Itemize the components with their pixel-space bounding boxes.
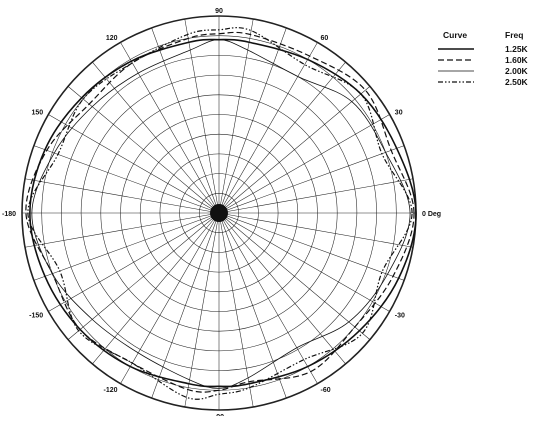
grid-spoke: [218, 178, 414, 214]
angle-label: 150: [32, 110, 44, 117]
angle-label: 30: [395, 110, 403, 117]
grid-spoke: [218, 212, 318, 384]
grid-spoke: [218, 86, 371, 214]
center-hub: [210, 204, 228, 222]
angle-label: -150: [29, 313, 43, 320]
angle-label: 120: [106, 35, 118, 42]
angle-label: -120: [103, 387, 117, 394]
polar-curves: [25, 27, 417, 400]
grid-spoke: [218, 114, 390, 214]
grid-spoke: [120, 212, 220, 384]
legend-header-curve: Curve: [443, 30, 467, 40]
grid-spoke: [218, 27, 287, 214]
grid-spoke: [67, 86, 220, 214]
angle-label: -60: [321, 387, 331, 394]
grid-spoke: [218, 212, 287, 399]
grid-spoke: [24, 178, 220, 214]
legend-label-2: 1.60K: [505, 55, 529, 65]
legend-label-1: 1.25K: [505, 44, 529, 54]
grid-spoke: [24, 212, 220, 248]
series-curve-4: [27, 27, 413, 400]
angle-label: -30: [395, 313, 405, 320]
grid-spoke: [184, 18, 220, 214]
grid-spoke: [67, 212, 220, 340]
grid-spoke: [218, 145, 405, 214]
series-curve-1: [29, 38, 417, 388]
grid-spoke: [48, 114, 220, 214]
grid-spoke: [218, 212, 390, 312]
grid-spoke: [218, 42, 318, 214]
angle-label: 90: [215, 8, 223, 15]
grid-spoke: [48, 212, 220, 312]
grid-spoke: [218, 212, 405, 281]
grid-spoke: [218, 212, 371, 340]
grid-spoke: [33, 145, 220, 214]
grid-spoke: [218, 212, 346, 365]
grid-spoke: [218, 212, 414, 248]
angle-label: 0 Deg: [422, 211, 441, 218]
series-curve-3: [31, 39, 411, 389]
legend-header-freq: Freq: [505, 30, 523, 40]
polar-grid: [21, 15, 417, 411]
angle-label: 60: [321, 35, 329, 42]
grid-spoke: [218, 212, 254, 408]
grid-spoke: [218, 61, 346, 214]
grid-spoke: [33, 212, 220, 281]
grid-spoke: [120, 42, 220, 214]
angle-label: -180: [2, 211, 16, 218]
legend-label-3: 2.00K: [505, 66, 529, 76]
grid-spoke: [218, 18, 254, 214]
legend-label-4: 2.50K: [505, 77, 529, 87]
grid-spoke: [92, 61, 220, 214]
grid-spoke: [151, 27, 220, 214]
grid-spoke: [184, 212, 220, 408]
grid-spoke: [92, 212, 220, 365]
